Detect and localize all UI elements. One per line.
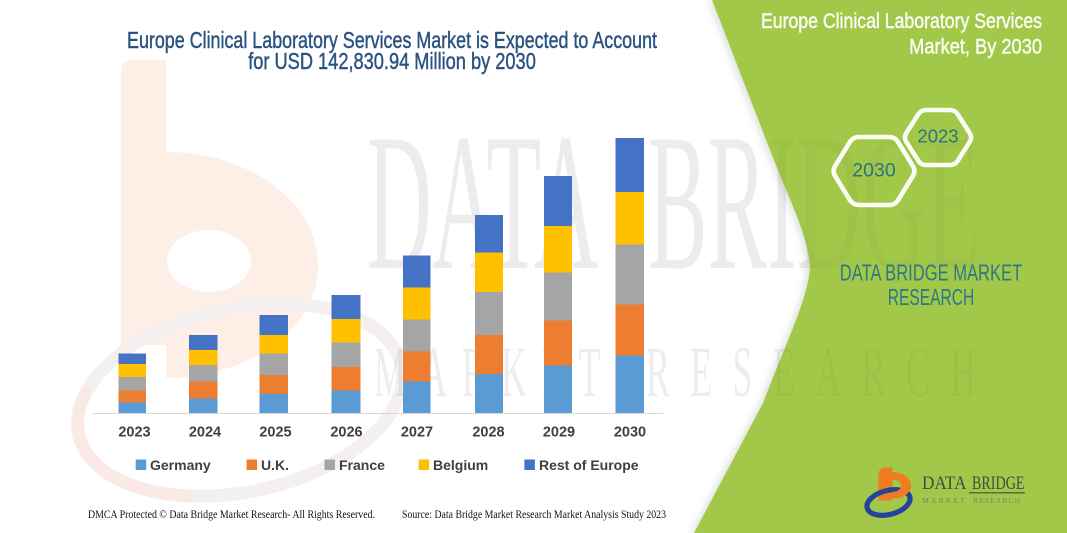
- svg-text:2030: 2030: [852, 159, 896, 181]
- svg-text:RESEARCH: RESEARCH: [888, 284, 974, 311]
- svg-text:Belgium: Belgium: [433, 457, 488, 473]
- svg-text:DATA: DATA: [922, 473, 967, 494]
- svg-text:2026: 2026: [330, 425, 362, 441]
- svg-text:RESEARCH: RESEARCH: [973, 496, 1021, 505]
- svg-text:2024: 2024: [189, 425, 221, 441]
- svg-text:U.K.: U.K.: [261, 457, 289, 473]
- svg-text:Market, By 2030: Market, By 2030: [909, 35, 1042, 59]
- svg-text:Europe Clinical Laboratory Ser: Europe Clinical Laboratory Services: [761, 9, 1042, 33]
- svg-text:2027: 2027: [401, 425, 433, 441]
- svg-text:France: France: [339, 457, 385, 473]
- svg-text:2030: 2030: [614, 425, 646, 441]
- svg-text:DATA BRIDGE MARKET: DATA BRIDGE MARKET: [840, 260, 1022, 287]
- svg-text:BRIDGE: BRIDGE: [972, 473, 1025, 494]
- svg-text:for USD 142,830.94 Million by: for USD 142,830.94 Million by 2030: [248, 50, 536, 75]
- svg-text:Germany: Germany: [150, 457, 211, 473]
- svg-text:2023: 2023: [917, 126, 958, 147]
- svg-text:Source: Data Bridge Market Res: Source: Data Bridge Market Research Mark…: [402, 509, 666, 521]
- svg-text:DMCA Protected © Data Bridge M: DMCA Protected © Data Bridge Market Rese…: [88, 509, 375, 521]
- svg-text:2025: 2025: [259, 425, 291, 441]
- svg-text:Europe Clinical Laboratory Ser: Europe Clinical Laboratory Services Mark…: [127, 28, 657, 53]
- svg-text:Rest of Europe: Rest of Europe: [539, 457, 639, 473]
- svg-text:2029: 2029: [543, 425, 575, 441]
- svg-text:2028: 2028: [472, 425, 504, 441]
- svg-text:2023: 2023: [118, 425, 150, 441]
